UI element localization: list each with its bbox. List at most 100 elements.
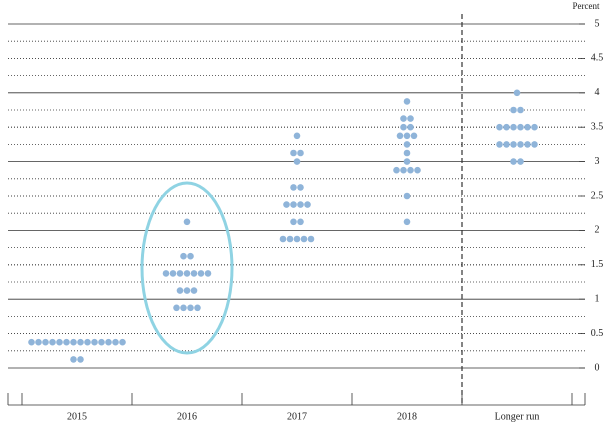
dot bbox=[77, 356, 84, 363]
dot bbox=[403, 158, 411, 165]
x-tick-label: 2017 bbox=[287, 411, 307, 422]
dot bbox=[307, 235, 315, 243]
dot bbox=[396, 132, 404, 140]
dot bbox=[42, 338, 49, 346]
dot bbox=[510, 158, 517, 165]
dot bbox=[510, 123, 517, 131]
dot bbox=[49, 338, 56, 346]
dot bbox=[279, 235, 287, 243]
dot bbox=[28, 338, 35, 346]
dot bbox=[119, 338, 126, 346]
dot bbox=[496, 141, 503, 148]
dot bbox=[176, 287, 184, 294]
dot bbox=[496, 123, 503, 131]
dot bbox=[297, 218, 304, 226]
dot bbox=[204, 270, 212, 277]
dot bbox=[407, 115, 414, 122]
dot bbox=[290, 184, 297, 191]
dot bbox=[112, 338, 119, 346]
dot bbox=[169, 270, 177, 277]
dot bbox=[84, 338, 91, 346]
y-tick-label: 3.5 bbox=[591, 121, 604, 132]
dot bbox=[91, 338, 98, 346]
dot bbox=[162, 270, 170, 277]
dot bbox=[290, 201, 297, 208]
dot bbox=[517, 158, 524, 165]
dot bbox=[403, 98, 411, 105]
dot bbox=[410, 132, 418, 140]
dot bbox=[197, 270, 205, 277]
dot bbox=[173, 304, 180, 312]
x-tick-label: 2016 bbox=[177, 411, 197, 422]
dot bbox=[98, 338, 105, 346]
dot bbox=[531, 123, 538, 131]
y-tick-label: 5 bbox=[595, 18, 600, 29]
dot bbox=[63, 338, 70, 346]
highlight-ellipse bbox=[140, 181, 234, 355]
dot bbox=[503, 141, 510, 148]
dot bbox=[393, 166, 400, 174]
dot bbox=[187, 304, 194, 312]
dot bbox=[293, 158, 301, 165]
y-tick-label: 4.5 bbox=[591, 53, 604, 64]
dot bbox=[194, 304, 201, 312]
dot bbox=[105, 338, 112, 346]
y-tick-label: 0 bbox=[595, 362, 600, 373]
dot bbox=[176, 270, 184, 277]
dot bbox=[70, 338, 77, 346]
dot bbox=[283, 201, 290, 208]
y-tick-label: 1 bbox=[595, 293, 600, 304]
dot bbox=[403, 149, 411, 157]
dot bbox=[531, 141, 538, 148]
x-tick-label: Longer run bbox=[495, 411, 540, 422]
y-tick-label: 2 bbox=[595, 225, 600, 236]
dot bbox=[190, 287, 198, 294]
y-tick-label: 4 bbox=[595, 87, 600, 98]
dot bbox=[56, 338, 63, 346]
dot bbox=[35, 338, 42, 346]
dot bbox=[517, 106, 524, 114]
dot bbox=[187, 252, 194, 260]
dot bbox=[183, 287, 191, 294]
y-tick-label: 1.5 bbox=[591, 259, 604, 270]
dot bbox=[400, 115, 407, 122]
dot bbox=[400, 166, 407, 174]
x-tick-label: 2015 bbox=[67, 411, 87, 422]
dot bbox=[77, 338, 84, 346]
dot bbox=[524, 123, 531, 131]
dot bbox=[510, 106, 517, 114]
dot bbox=[513, 89, 521, 97]
dot bbox=[290, 149, 297, 157]
x-tick-label: 2018 bbox=[397, 411, 417, 422]
dot bbox=[510, 141, 517, 148]
dot bbox=[297, 201, 304, 208]
dot bbox=[293, 235, 301, 243]
dot bbox=[517, 123, 524, 131]
dot bbox=[517, 141, 524, 148]
dot bbox=[293, 132, 301, 140]
dot bbox=[414, 166, 421, 174]
dot bbox=[297, 184, 304, 191]
y-axis-label: Percent bbox=[573, 1, 600, 11]
dot bbox=[403, 218, 411, 226]
dot bbox=[524, 141, 531, 148]
dot bbox=[286, 235, 294, 243]
dot bbox=[403, 141, 411, 148]
dot bbox=[503, 123, 510, 131]
y-tick-label: 0.5 bbox=[591, 328, 604, 339]
dot bbox=[190, 270, 198, 277]
dot bbox=[400, 123, 407, 131]
dot bbox=[300, 235, 308, 243]
y-tick-label: 2.5 bbox=[591, 190, 604, 201]
dot bbox=[180, 304, 187, 312]
dot bbox=[403, 192, 411, 200]
dot bbox=[183, 270, 191, 277]
dot bbox=[304, 201, 311, 208]
dot bbox=[403, 132, 411, 140]
dot bbox=[407, 166, 414, 174]
dot bbox=[70, 356, 77, 363]
dot bbox=[183, 218, 191, 226]
dot bbox=[290, 218, 297, 226]
dot bbox=[180, 252, 187, 260]
